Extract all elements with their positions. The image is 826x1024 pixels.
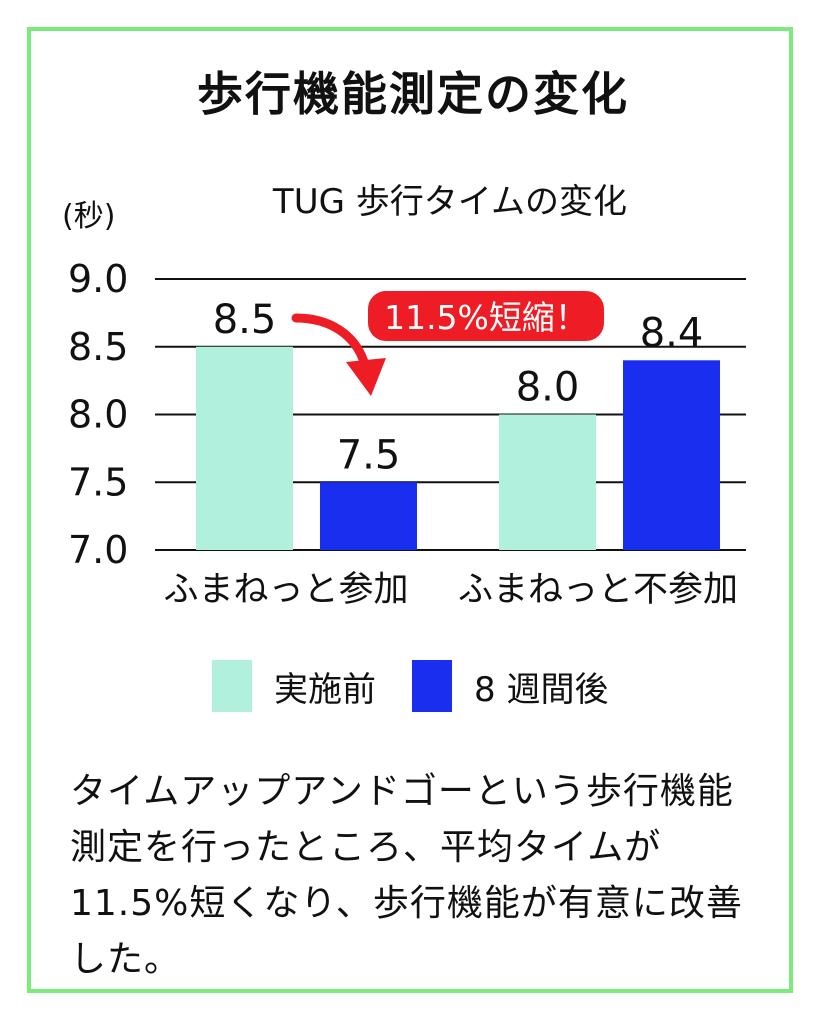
bar-value-label: 8.0 bbox=[516, 365, 580, 411]
annotation-arrow bbox=[291, 313, 369, 367]
category-label: ふまねっと不参加 bbox=[458, 570, 738, 610]
category-label: ふまねっと参加 bbox=[163, 570, 408, 610]
annotation-arrowhead bbox=[346, 358, 386, 396]
annotation-text: 11.5%短縮！ bbox=[384, 298, 588, 337]
bar-value-label: 8.5 bbox=[213, 297, 277, 343]
legend: 実施前 8 週間後 bbox=[212, 660, 644, 712]
bar-1-1 bbox=[623, 360, 720, 550]
main-title: 歩行機能測定の変化 bbox=[197, 67, 629, 121]
bar-1-0 bbox=[499, 414, 596, 550]
legend-swatch-before bbox=[212, 660, 252, 712]
y-tick-label: 9.0 bbox=[68, 257, 128, 301]
bar-0-0 bbox=[196, 346, 293, 550]
bar-0-1 bbox=[320, 482, 417, 550]
bar-value-label: 7.5 bbox=[337, 432, 401, 478]
annotation-badge bbox=[368, 291, 604, 341]
y-axis-unit-label: (秒) bbox=[62, 199, 115, 234]
y-tick-label: 7.5 bbox=[68, 460, 128, 504]
chart-title: TUG 歩行タイムの変化 bbox=[272, 182, 627, 222]
y-tick-label: 8.5 bbox=[68, 325, 128, 369]
y-tick-label: 7.0 bbox=[68, 528, 128, 572]
bar-chart: TUG 歩行タイムの変化 (秒) 9.0 8.5 8.0 7.5 7.0 8.5 7.5 8… bbox=[62, 182, 746, 610]
caption-text: タイムアップアンドゴーという歩行機能測定を行ったところ、平均タイムが11.5%短… bbox=[70, 771, 743, 980]
legend-label-after: 8 週間後 bbox=[474, 669, 609, 710]
legend-swatch-after bbox=[412, 660, 452, 712]
bar-value-label: 8.4 bbox=[640, 310, 704, 356]
legend-label-before: 実施前 bbox=[274, 669, 376, 710]
y-tick-label: 8.0 bbox=[68, 393, 128, 437]
